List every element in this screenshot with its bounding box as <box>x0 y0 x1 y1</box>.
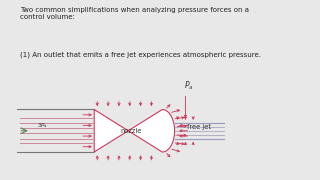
Text: Two common simplifications when analyzing pressure forces on a
control volume:: Two common simplifications when analyzin… <box>20 7 249 20</box>
Text: (1) An outlet that emits a free jet experiences atmospheric pressure.: (1) An outlet that emits a free jet expe… <box>20 51 261 58</box>
Text: $3P_a$: $3P_a$ <box>37 121 48 130</box>
Text: nozzle: nozzle <box>121 128 142 134</box>
Text: free jet: free jet <box>187 124 211 130</box>
Text: $P_a$: $P_a$ <box>184 79 193 92</box>
Polygon shape <box>94 109 175 152</box>
